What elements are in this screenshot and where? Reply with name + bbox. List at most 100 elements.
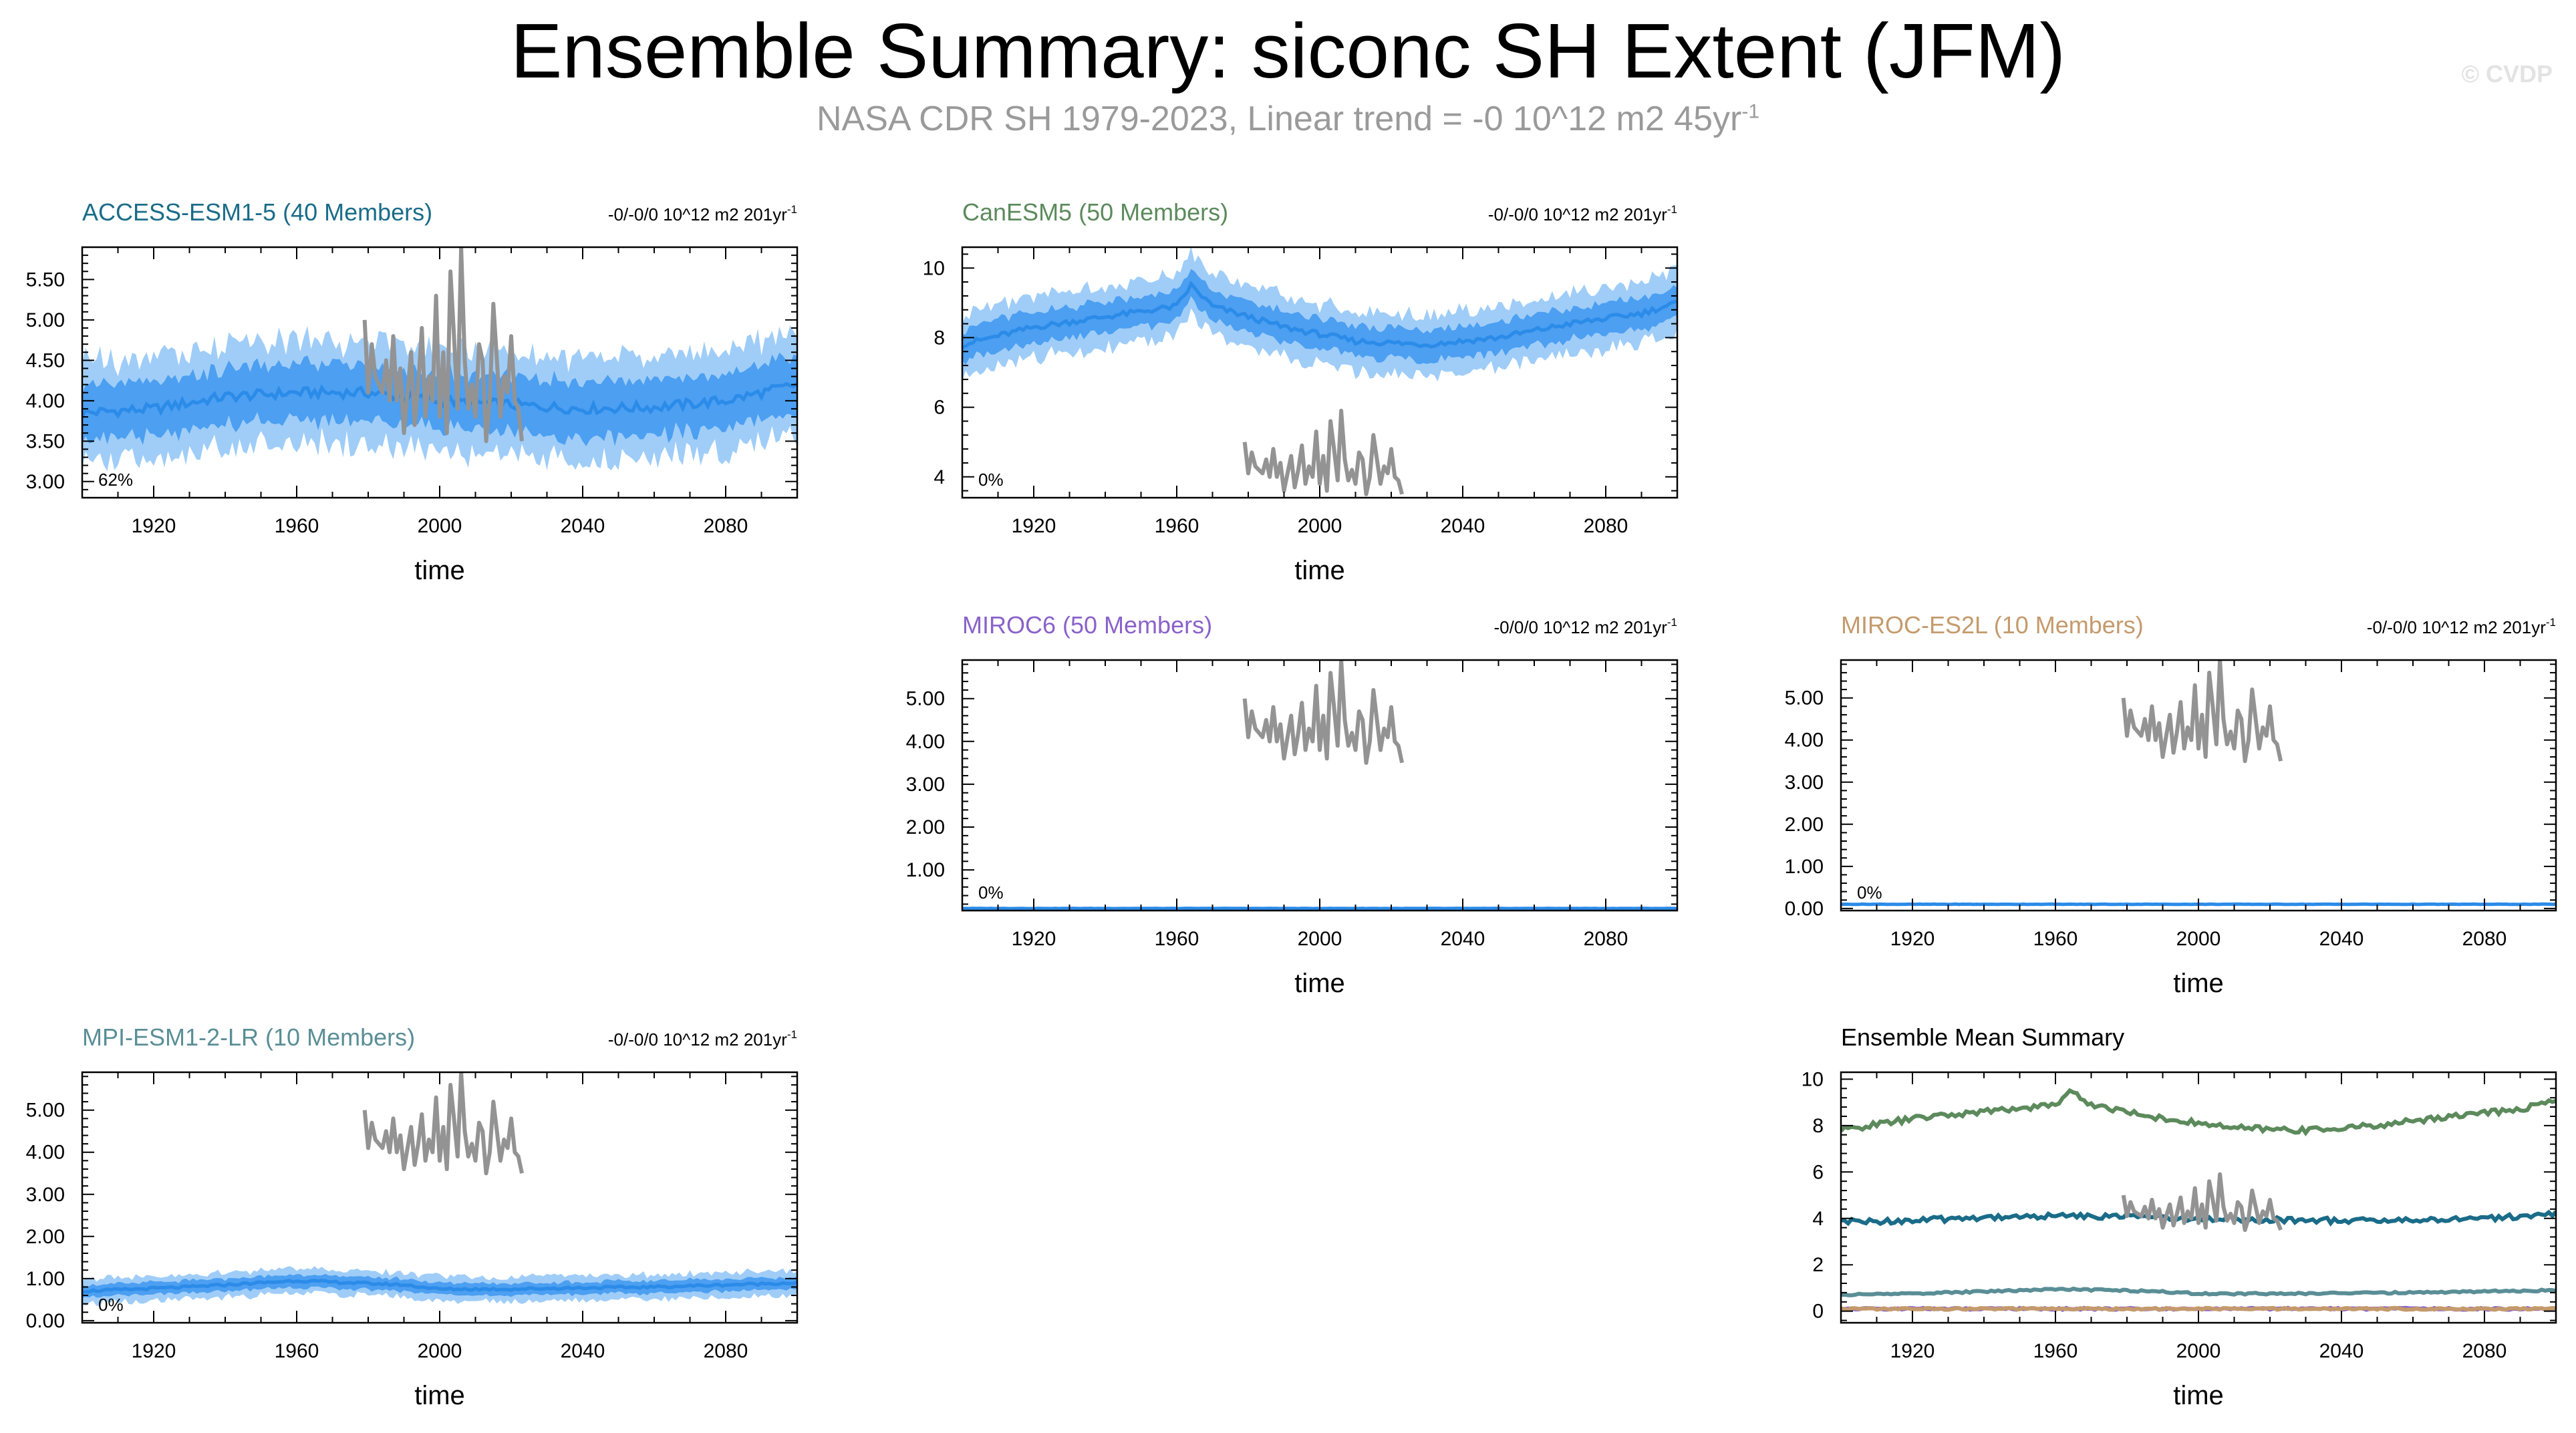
x-tick-label: 1920 bbox=[1012, 928, 1056, 950]
x-tick-label: 1920 bbox=[132, 1340, 176, 1362]
panel-title: Ensemble Mean Summary bbox=[1841, 1023, 2124, 1051]
trend-label: -0/-0/0 10^12 m2 201yr-1 bbox=[1488, 203, 1677, 224]
y-tick-label: 8 bbox=[1812, 1115, 1824, 1137]
chart-summary: 1920 1960 2000 2040 2080 0 2 4 6 8 10 time Ensemble … bbox=[1802, 1023, 2557, 1410]
x-tick-label: 2000 bbox=[2176, 928, 2221, 950]
y-tick-label: 0 bbox=[1812, 1301, 1824, 1323]
trend-label-exponent: -1 bbox=[1667, 616, 1677, 629]
x-axis-label: time bbox=[1294, 556, 1345, 585]
x-tick-label: 1920 bbox=[132, 515, 176, 537]
y-tick-label: 10 bbox=[923, 257, 945, 279]
y-tick-label: 4.00 bbox=[26, 390, 65, 412]
ensemble-inner-band bbox=[82, 1273, 797, 1298]
x-tick-label: 1960 bbox=[2033, 1340, 2078, 1362]
observations-line bbox=[1242, 408, 1405, 496]
trend-label-exponent: -1 bbox=[2546, 616, 2556, 629]
plot-area bbox=[962, 247, 1677, 496]
x-tick-label: 2000 bbox=[1298, 928, 1342, 950]
x-tick-label: 2000 bbox=[2176, 1340, 2221, 1362]
y-tick-label: 3.00 bbox=[906, 774, 945, 796]
x-tick-label: 1960 bbox=[275, 515, 319, 537]
y-tick-label: 2.00 bbox=[1785, 814, 1824, 836]
x-tick-label: 2040 bbox=[561, 1340, 605, 1362]
trend-label: -0/-0/0 10^12 m2 201yr-1 bbox=[608, 1028, 797, 1050]
y-tick-label: 4 bbox=[1812, 1208, 1824, 1230]
chart-miroc6: 1920 1960 2000 2040 2080 1.00 2.00 3.00 4.00 5.00… bbox=[906, 611, 1679, 998]
observations-line bbox=[362, 247, 524, 444]
y-tick-label: 3.50 bbox=[26, 430, 65, 452]
y-tick-label: 8 bbox=[934, 327, 945, 349]
percent-label: 0% bbox=[98, 1295, 124, 1315]
y-tick-label: 2 bbox=[1812, 1254, 1824, 1276]
panel-title: ACCESS-ESM1-5 (40 Members) bbox=[82, 198, 432, 226]
y-tick-label: 2.00 bbox=[26, 1226, 65, 1248]
y-tick-label: 0.00 bbox=[26, 1310, 65, 1332]
x-tick-label: 2040 bbox=[1441, 515, 1485, 537]
ensemble-inner-band bbox=[962, 269, 1677, 365]
x-tick-label: 2080 bbox=[2462, 1340, 2507, 1362]
chart-mirocEs2l: 1920 1960 2000 2040 2080 0.00 1.00 2.00 3.00 4.00… bbox=[1785, 611, 2557, 998]
y-tick-label: 3.00 bbox=[26, 1184, 65, 1206]
ensemble-mean-line bbox=[82, 1279, 797, 1294]
x-tick-label: 2040 bbox=[1441, 928, 1485, 950]
y-tick-label: 3.00 bbox=[26, 471, 65, 493]
plot-frame bbox=[961, 659, 1679, 912]
plot-frame bbox=[1840, 1071, 2557, 1324]
series-line-miroc-es2l bbox=[1841, 1305, 2556, 1312]
x-tick-label: 1920 bbox=[1890, 1340, 1935, 1362]
y-tick-label: 5.00 bbox=[1785, 687, 1824, 709]
observations-line bbox=[362, 1072, 524, 1176]
trend-label: -0/-0/0 10^12 m2 201yr-1 bbox=[608, 203, 797, 224]
plot-area bbox=[962, 660, 1677, 911]
plot-area bbox=[82, 1072, 797, 1306]
x-tick-label: 1920 bbox=[1012, 515, 1056, 537]
x-tick-label: 2080 bbox=[1584, 515, 1628, 537]
y-tick-label: 5.00 bbox=[906, 688, 945, 710]
trend-label-exponent: -1 bbox=[787, 203, 797, 216]
subtitle-text: NASA CDR SH 1979-2023, Linear trend = -0… bbox=[816, 100, 1742, 138]
figure-title: Ensemble Summary: siconc SH Extent (JFM) bbox=[510, 7, 2066, 94]
panel-title: CanESM5 (50 Members) bbox=[962, 198, 1228, 226]
x-tick-label: 1960 bbox=[2033, 928, 2078, 950]
percent-label: 0% bbox=[978, 883, 1004, 903]
x-tick-label: 1920 bbox=[1890, 928, 1935, 950]
percent-label: 62% bbox=[98, 470, 133, 490]
x-tick-label: 1960 bbox=[275, 1340, 319, 1362]
y-tick-label: 0.00 bbox=[1785, 898, 1824, 920]
panel-title: MIROC-ES2L (10 Members) bbox=[1841, 611, 2144, 639]
x-tick-label: 2000 bbox=[418, 515, 462, 537]
x-tick-label: 1960 bbox=[1155, 515, 1199, 537]
x-axis-label: time bbox=[2173, 1381, 2224, 1410]
observations-line bbox=[2121, 1172, 2283, 1233]
trend-label-text: -0/-0/0 10^12 m2 201yr bbox=[608, 1029, 787, 1050]
chart-canesm: 1920 1960 2000 2040 2080 4 6 8 10 time CanESM5 (50… bbox=[923, 198, 1679, 585]
panel-title: MIROC6 (50 Members) bbox=[962, 611, 1212, 639]
x-tick-label: 2080 bbox=[1584, 928, 1628, 950]
series-line-canesm5 bbox=[1841, 1088, 2556, 1137]
ensemble-mean-line bbox=[962, 281, 1677, 349]
y-tick-label: 5.00 bbox=[26, 1100, 65, 1122]
y-tick-label: 4.00 bbox=[1785, 730, 1824, 752]
plot-frame bbox=[1840, 659, 2557, 912]
y-tick-label: 3.00 bbox=[1785, 772, 1824, 794]
trend-label-text: -0/-0/0 10^12 m2 201yr bbox=[1488, 204, 1667, 224]
chart-access: 1920 1960 2000 2040 2080 3.00 3.50 4.00 4.50 5.00… bbox=[26, 198, 799, 585]
percent-label: 0% bbox=[978, 470, 1004, 490]
y-tick-label: 2.00 bbox=[906, 816, 945, 838]
figure-subtitle: NASA CDR SH 1979-2023, Linear trend = -0… bbox=[0, 100, 2576, 138]
trend-label-text: -0/-0/0 10^12 m2 201yr bbox=[2367, 617, 2546, 637]
trend-label: -0/-0/0 10^12 m2 201yr-1 bbox=[2367, 616, 2556, 637]
x-tick-label: 2000 bbox=[418, 1340, 462, 1362]
y-tick-label: 5.00 bbox=[26, 309, 65, 331]
trend-label-text: -0/-0/0 10^12 m2 201yr bbox=[608, 204, 787, 224]
x-axis-label: time bbox=[1294, 969, 1345, 998]
y-tick-label: 4.00 bbox=[906, 731, 945, 753]
y-tick-label: 6 bbox=[934, 397, 945, 419]
x-axis-label: time bbox=[2173, 969, 2224, 998]
x-tick-label: 1960 bbox=[1155, 928, 1199, 950]
y-tick-label: 1.00 bbox=[1785, 856, 1824, 878]
panel-title: MPI-ESM1-2-LR (10 Members) bbox=[82, 1023, 415, 1051]
y-tick-label: 5.50 bbox=[26, 269, 65, 291]
plot-area bbox=[82, 247, 797, 472]
